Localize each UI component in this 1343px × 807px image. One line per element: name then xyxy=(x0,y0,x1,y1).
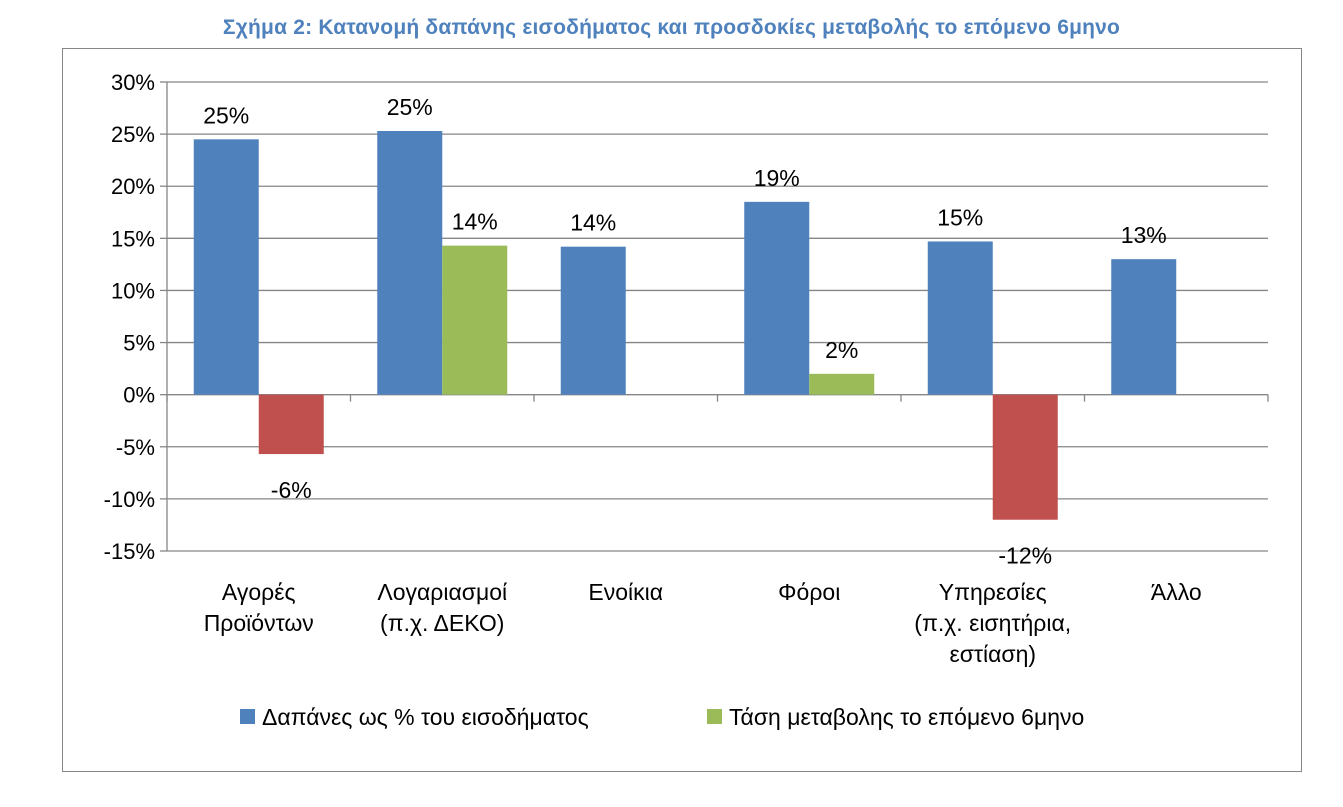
category-label: Φόροι xyxy=(778,579,840,605)
y-tick-label: 10% xyxy=(111,278,155,303)
y-tick-label: -15% xyxy=(104,539,155,564)
data-label: 15% xyxy=(937,204,983,230)
category-label: Λογαριασμοί xyxy=(377,579,507,605)
data-label: 25% xyxy=(203,102,249,128)
data-label: 14% xyxy=(570,210,616,236)
category-label: Αγορές xyxy=(222,579,296,605)
category-label: Ενοίκια xyxy=(588,579,663,605)
legend-swatch xyxy=(707,709,722,724)
y-tick-label: 30% xyxy=(111,70,155,95)
y-tick-label: 5% xyxy=(123,331,155,356)
category-label: Άλλο xyxy=(1151,579,1202,605)
bar-trend xyxy=(992,394,1058,520)
chart-frame xyxy=(62,48,1302,772)
bar-trend xyxy=(258,394,324,455)
bar-spending xyxy=(744,201,810,395)
bar-spending xyxy=(927,241,993,395)
y-tick-label: 0% xyxy=(123,383,155,408)
category-label: Υπηρεσίες xyxy=(939,579,1047,605)
bar-spending xyxy=(1111,259,1177,395)
bar-spending xyxy=(377,130,443,395)
category-label: εστίαση) xyxy=(949,641,1036,667)
legend-swatch xyxy=(240,709,255,724)
category-label: (π.χ. ΔΕΚΟ) xyxy=(380,610,504,636)
bar-spending xyxy=(193,139,259,395)
bar-trend xyxy=(442,245,508,395)
y-tick-label: 20% xyxy=(111,174,155,199)
data-label: 19% xyxy=(754,165,800,191)
legend-label: Δαπάνες ως % του εισοδήματος xyxy=(262,704,589,730)
data-label: -12% xyxy=(998,543,1052,569)
data-label: 13% xyxy=(1121,222,1167,248)
bar-trend xyxy=(809,373,875,395)
data-label: 14% xyxy=(452,209,498,235)
category-label: (π.χ. εισητήρια, xyxy=(914,610,1071,636)
y-tick-label: 15% xyxy=(111,226,155,251)
data-label: 25% xyxy=(387,94,433,120)
y-tick-label: -10% xyxy=(104,487,155,512)
data-label: 2% xyxy=(825,337,858,363)
data-label: -6% xyxy=(271,477,312,503)
y-tick-label: -5% xyxy=(116,435,155,460)
bar-spending xyxy=(560,246,626,395)
chart-title: Σχήμα 2: Κατανομή δαπάνης εισοδήματος κα… xyxy=(222,16,1121,39)
category-label: Προϊόντων xyxy=(204,610,314,636)
y-tick-label: 25% xyxy=(111,122,155,147)
legend-label: Τάση μεταβολης το επόμενο 6μηνο xyxy=(729,704,1084,730)
